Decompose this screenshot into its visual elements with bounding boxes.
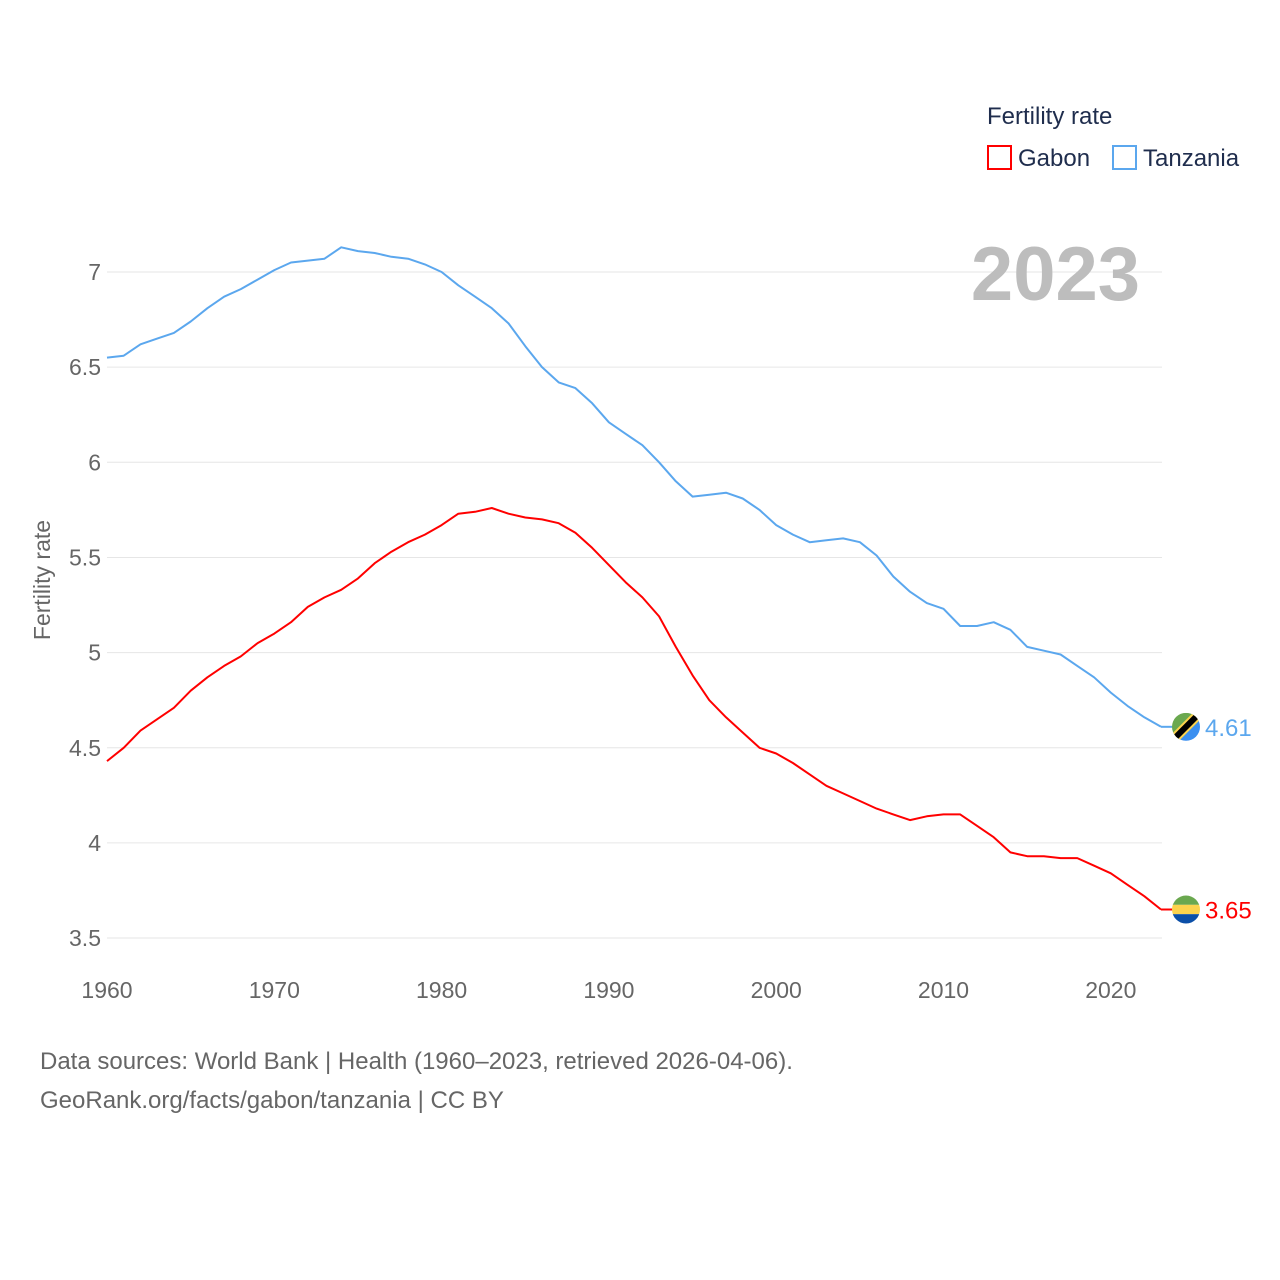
y-tick-label: 4.5 <box>69 735 101 761</box>
y-axis-label: Fertility rate <box>29 520 55 640</box>
tanzania-flag-icon <box>1172 712 1200 741</box>
legend-item-gabon[interactable]: Gabon <box>987 145 1090 172</box>
y-tick-label: 6 <box>88 449 101 475</box>
series-line-gabon <box>106 507 1162 911</box>
legend-item-tanzania[interactable]: Tanzania <box>1112 145 1240 172</box>
x-tick-label: 1980 <box>416 977 467 1003</box>
x-tick-label: 1960 <box>81 977 132 1003</box>
x-tick-label: 1990 <box>583 977 634 1003</box>
y-tick-label: 3.5 <box>69 925 101 951</box>
end-value-gabon: 3.65 <box>1205 898 1252 925</box>
y-tick-label: 5 <box>88 640 101 666</box>
legend-swatch-gabon <box>987 145 1012 170</box>
series-end-markers: 3.65 4.61 <box>1161 712 1252 925</box>
footer-sources: Data sources: World Bank | Health (1960–… <box>40 1048 793 1075</box>
x-tick-label: 2000 <box>751 977 802 1003</box>
y-tick-label: 5.5 <box>69 544 101 570</box>
x-tick-label: 2010 <box>918 977 969 1003</box>
x-tick-label: 2020 <box>1085 977 1136 1003</box>
gabon-flag-icon <box>1172 895 1200 924</box>
gridlines <box>107 271 1162 939</box>
legend-title: Fertility rate <box>987 103 1112 130</box>
legend-label-tanzania: Tanzania <box>1143 145 1240 172</box>
y-tick-label: 7 <box>88 259 101 285</box>
x-axis-ticks: 1960 1970 1980 1990 2000 2010 2020 <box>81 977 1136 1003</box>
y-tick-label: 4 <box>88 830 101 856</box>
series-lines <box>106 246 1162 911</box>
x-tick-label: 1970 <box>249 977 300 1003</box>
legend: Fertility rate Gabon Tanzania <box>987 103 1240 172</box>
y-tick-label: 6.5 <box>69 354 101 380</box>
end-value-tanzania: 4.61 <box>1205 715 1252 742</box>
y-axis-ticks: 3.5 4 4.5 5 5.5 6 6.5 7 <box>69 259 101 951</box>
year-label: 2023 <box>971 232 1140 317</box>
series-line-tanzania <box>106 246 1162 728</box>
legend-swatch-tanzania <box>1112 145 1137 170</box>
footer-attribution: GeoRank.org/facts/gabon/tanzania | CC BY <box>40 1087 504 1114</box>
legend-label-gabon: Gabon <box>1018 145 1090 172</box>
